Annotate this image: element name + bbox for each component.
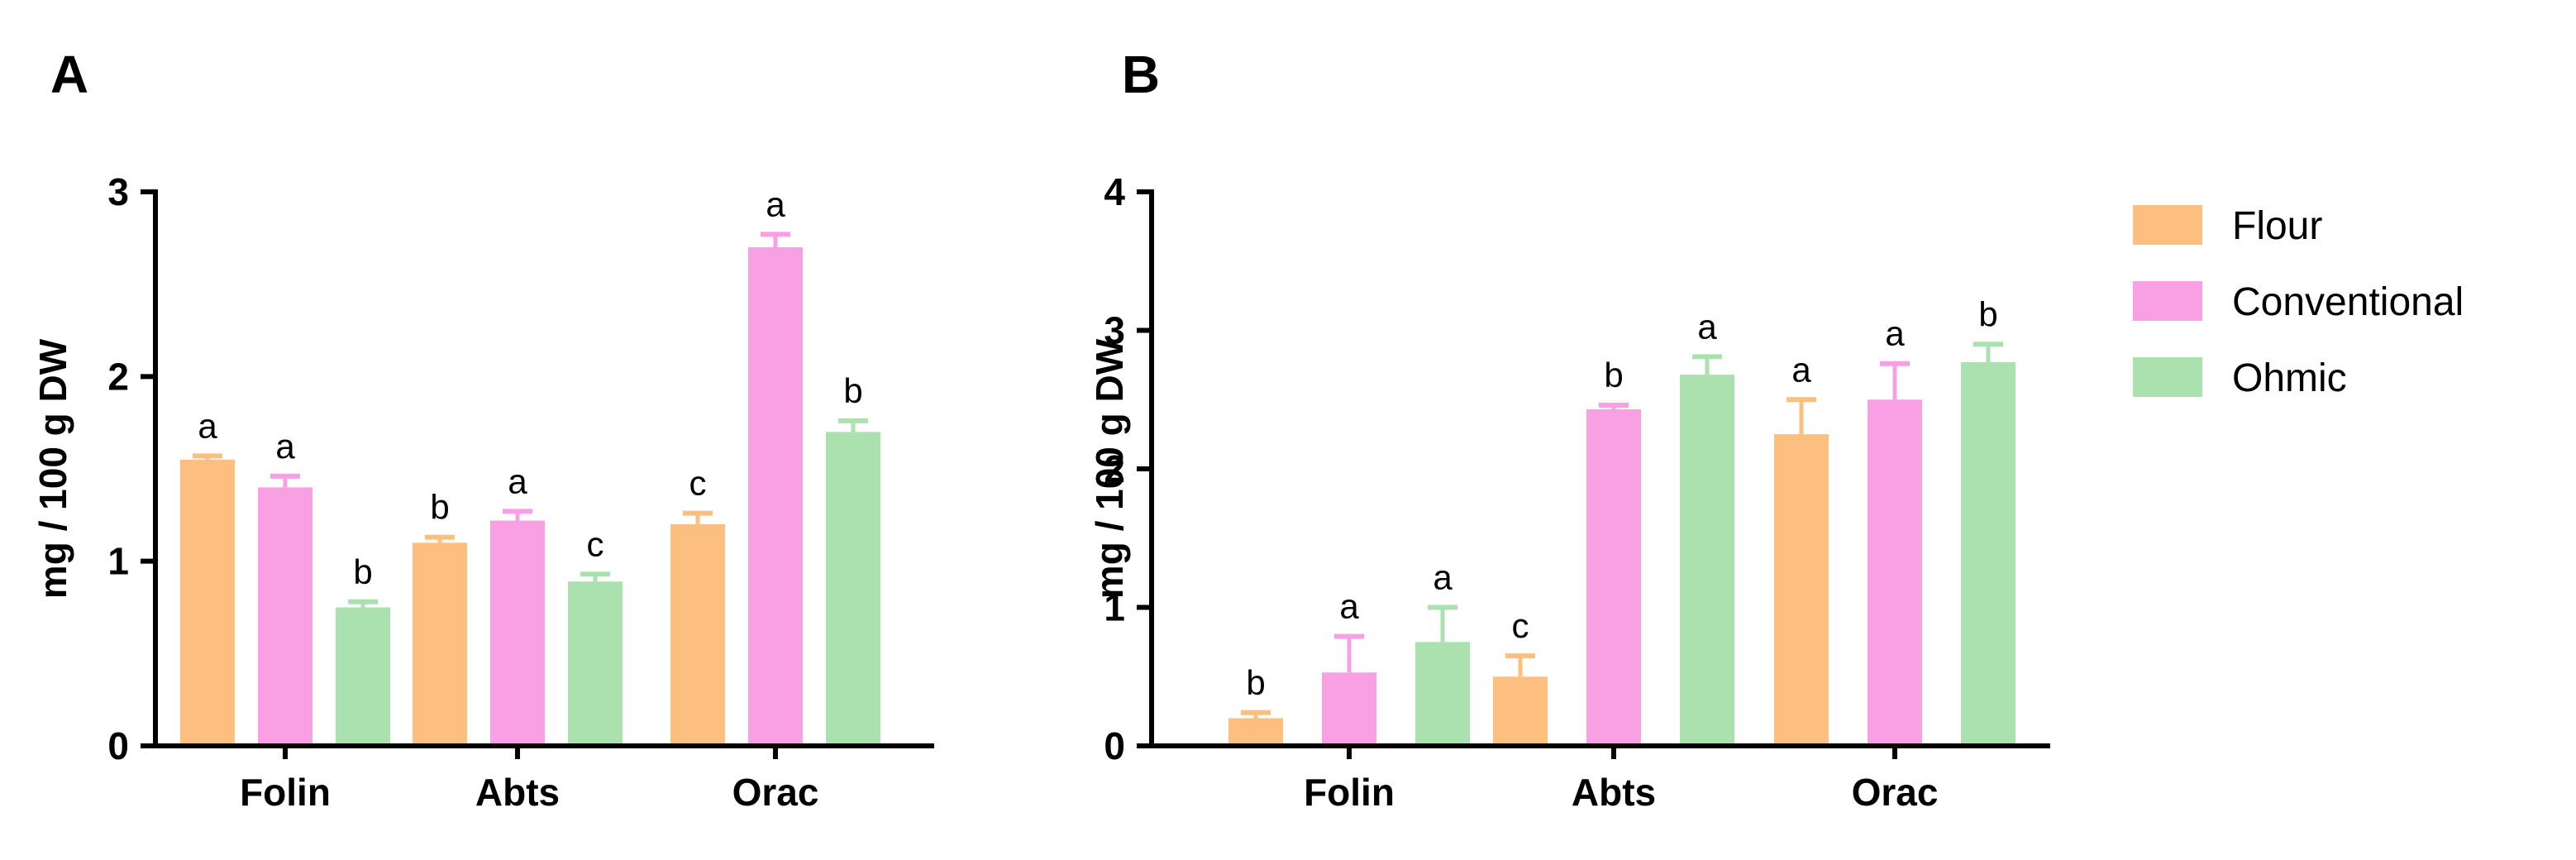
bar-flour-folin	[180, 459, 235, 746]
y-tick-label: 4	[1104, 170, 1125, 213]
bar-ohmic-abts	[568, 581, 623, 746]
legend-swatch-flour	[2133, 205, 2202, 245]
significance-letter: a	[1885, 314, 1905, 353]
bar-ohmic-folin	[336, 607, 390, 746]
y-axis-title: mg / 100 g DW	[1088, 338, 1131, 599]
bar-flour-abts	[1493, 676, 1548, 746]
legend-label-ohmic: Ohmic	[2232, 356, 2347, 400]
y-tick-label: 1	[1104, 586, 1125, 629]
significance-letter: c	[587, 524, 604, 563]
panel-b: Bmg / 100 g DW b a a Folin c b a Abts a a b Orac 0 1 2 3…	[1088, 45, 2050, 814]
panel-letter: A	[50, 45, 88, 104]
bar-conventional-orac	[748, 247, 803, 746]
significance-letter: a	[198, 406, 217, 445]
y-tick-label: 2	[107, 355, 129, 398]
y-tick-label: 0	[107, 724, 129, 767]
significance-letter: c	[689, 464, 707, 503]
legend-label-conventional: Conventional	[2232, 280, 2464, 324]
bar-conventional-abts	[490, 520, 545, 746]
y-tick-label: 3	[1104, 309, 1125, 352]
legend-label-flour: Flour	[2232, 204, 2322, 248]
y-axis-title: mg / 100 g DW	[31, 338, 74, 599]
significance-letter: a	[275, 427, 295, 466]
significance-letter: a	[1433, 558, 1453, 597]
panel-letter: B	[1122, 45, 1160, 104]
significance-letter: a	[766, 184, 785, 223]
legend: Flour Conventional Ohmic	[2133, 204, 2464, 400]
significance-letter: a	[1697, 307, 1717, 346]
significance-letter: b	[843, 371, 862, 410]
bar-conventional-abts	[1586, 408, 1641, 746]
bar-flour-abts	[413, 542, 467, 746]
bar-conventional-folin	[1322, 672, 1376, 746]
x-tick-label: Orac	[1852, 771, 1939, 814]
y-tick-label: 3	[107, 170, 129, 213]
legend-swatch-conventional	[2133, 281, 2202, 321]
significance-letter: b	[430, 488, 449, 527]
y-tick-label: 0	[1104, 724, 1125, 767]
x-tick-label: Folin	[240, 771, 331, 814]
bar-ohmic-orac	[826, 432, 880, 746]
significance-letter: b	[1978, 294, 1997, 333]
x-tick-label: Folin	[1304, 771, 1395, 814]
bar-conventional-folin	[258, 487, 312, 746]
bar-flour-orac	[1774, 434, 1829, 746]
significance-letter: a	[1339, 587, 1359, 626]
panel-a: Amg / 100 g DW a a b Folin b a c Abts c a b Orac 0 1 2 3	[31, 45, 934, 814]
y-tick-label: 1	[107, 540, 129, 583]
bar-flour-orac	[670, 524, 725, 746]
significance-letter: b	[353, 552, 372, 591]
bar-ohmic-folin	[1415, 642, 1470, 746]
bar-flour-folin	[1228, 718, 1283, 746]
bar-conventional-orac	[1868, 399, 1922, 746]
x-tick-label: Abts	[1572, 771, 1656, 814]
legend-swatch-ohmic	[2133, 357, 2202, 397]
significance-letter: b	[1246, 663, 1265, 702]
bar-ohmic-abts	[1680, 375, 1734, 746]
significance-letter: b	[1604, 356, 1623, 394]
significance-letter: a	[1791, 350, 1811, 389]
significance-letter: a	[508, 461, 527, 500]
bar-ohmic-orac	[1961, 362, 2015, 746]
x-tick-label: Orac	[732, 771, 819, 814]
y-tick-label: 2	[1104, 447, 1125, 490]
significance-letter: c	[1512, 606, 1529, 645]
x-tick-label: Abts	[475, 771, 560, 814]
